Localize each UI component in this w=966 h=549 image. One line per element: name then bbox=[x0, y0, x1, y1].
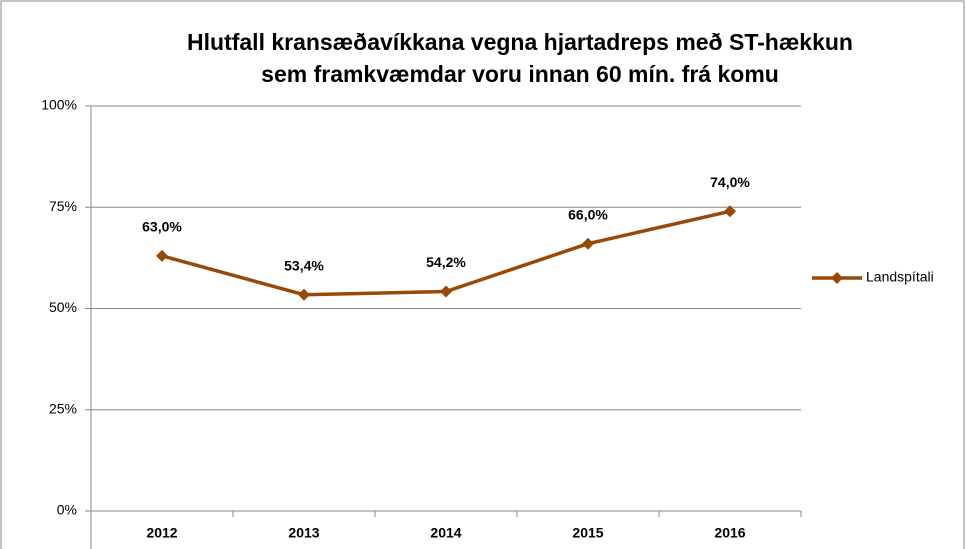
data-point bbox=[298, 288, 310, 301]
data-label: 53,4% bbox=[284, 257, 324, 273]
data-point bbox=[156, 249, 168, 262]
y-tick-label: 100% bbox=[41, 97, 77, 113]
data-point bbox=[440, 285, 452, 298]
data-label: 66,0% bbox=[568, 206, 608, 222]
y-tick-label: 50% bbox=[49, 299, 77, 315]
data-label: 74,0% bbox=[710, 174, 750, 190]
legend-label: Landspítali bbox=[866, 269, 934, 285]
x-tick-label: 2013 bbox=[288, 525, 319, 541]
y-tick-label: 75% bbox=[49, 198, 77, 214]
y-tick-label: 25% bbox=[49, 400, 77, 416]
data-point bbox=[582, 237, 594, 250]
data-label: 54,2% bbox=[426, 254, 466, 270]
x-tick-label: 2012 bbox=[146, 525, 177, 541]
data-point bbox=[724, 205, 736, 218]
x-tick-label: 2014 bbox=[430, 525, 461, 541]
chart-title: sem framkvæmdar voru innan 60 mín. frá k… bbox=[261, 61, 779, 87]
data-label: 63,0% bbox=[142, 219, 182, 235]
chart-title: Hlutfall kransæðavíkkana vegna hjartadre… bbox=[187, 29, 853, 55]
x-tick-label: 2015 bbox=[572, 525, 603, 541]
x-tick-label: 2016 bbox=[714, 525, 745, 541]
legend-marker bbox=[831, 272, 843, 284]
y-tick-label: 0% bbox=[57, 502, 77, 518]
